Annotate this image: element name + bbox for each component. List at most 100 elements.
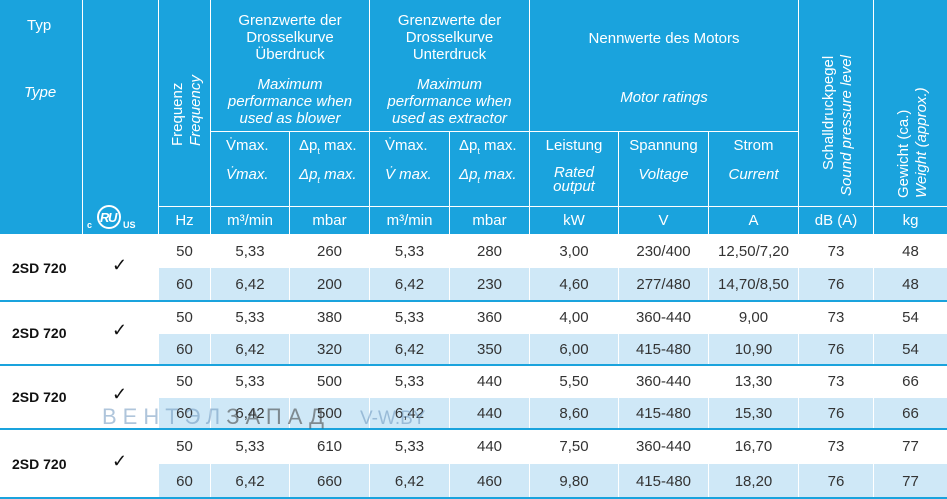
certified-check-icon: ✓ — [112, 320, 128, 340]
header-blower-sub: Maximum performance when used as blower — [227, 76, 353, 127]
cell-vmax-extractor: 6,42 — [370, 334, 449, 365]
vmax-en-label: V̇max. — [226, 166, 269, 183]
cell-vmax-blower: 5,33 — [211, 366, 289, 397]
header-weight-cell: Gewicht (ca.) Weight (approx.) — [874, 0, 947, 206]
header-gewicht-de: Gewicht (ca.) — [895, 109, 912, 198]
cell-dp-extractor: 460 — [450, 464, 529, 498]
header-sound-cell: Schalldruckpegel Sound pressure level — [799, 0, 873, 206]
type-label: 2SD 720 — [12, 455, 67, 472]
vmax-de-label: V̇max. — [226, 137, 269, 154]
cell-vmax-extractor: 6,42 — [370, 268, 449, 301]
spannung-label: Spannung — [629, 137, 698, 154]
vmax-en-label: V̇ max. — [385, 166, 432, 183]
cell-sound: 76 — [799, 464, 873, 498]
unit-m3min: m³/min — [211, 207, 289, 234]
cell-dp-blower: 660 — [290, 464, 369, 498]
certified-check-icon: ✓ — [112, 384, 128, 404]
type-label: 2SD 720 — [12, 259, 67, 276]
cell-dp-extractor: 280 — [450, 235, 529, 267]
cell-frequency: 50 — [159, 430, 210, 463]
watermark: ВЕНТЭЛЗАПАД V-W.BY — [102, 404, 426, 430]
cell-current: 12,50/7,20 — [709, 235, 798, 267]
cell-power: 6,00 — [530, 334, 618, 365]
header-strom: Strom Current — [709, 132, 798, 206]
cell-power: 5,50 — [530, 366, 618, 397]
header-schall-en: Sound pressure level — [838, 55, 855, 196]
header-leistung: Leistung Rated output — [530, 132, 618, 206]
cell-vmax-blower: 6,42 — [211, 334, 289, 365]
group-separator — [0, 428, 947, 430]
header-blower-group: Grenzwerte der Drosselkurve Überdruck Ma… — [211, 0, 369, 131]
cell-sound: 73 — [799, 430, 873, 463]
cell-voltage: 230/400 — [619, 235, 708, 267]
header-extractor-title: Grenzwerte der Drosselkurve Unterdruck — [397, 12, 502, 63]
cell-dp-extractor: 230 — [450, 268, 529, 301]
cell-dp-extractor: 360 — [450, 302, 529, 333]
unit-hz: Hz — [159, 207, 210, 234]
cell-dp-blower: 320 — [290, 334, 369, 365]
cell-voltage: 277/480 — [619, 268, 708, 301]
header-vmax-extractor: V̇max. V̇ max. — [370, 132, 449, 206]
leistung-label: Leistung — [545, 137, 603, 154]
cell-dp-extractor: 350 — [450, 334, 529, 365]
cell-frequency: 50 — [159, 235, 210, 267]
cell-weight: 77 — [874, 430, 947, 463]
cell-dp-blower: 260 — [290, 235, 369, 267]
certified-check-icon: ✓ — [112, 254, 128, 275]
cell-dp-extractor: 440 — [450, 430, 529, 463]
cell-weight: 54 — [874, 302, 947, 333]
cell-sound: 73 — [799, 235, 873, 267]
cell-current: 14,70/8,50 — [709, 268, 798, 301]
dp-en-label: Δpt max. — [299, 166, 357, 185]
watermark-part1: ВЕНТЭЛ — [102, 404, 227, 429]
group-separator — [0, 300, 947, 302]
group-separator — [0, 364, 947, 366]
cell-sound: 76 — [799, 268, 873, 301]
cell-voltage: 360-440 — [619, 430, 708, 463]
ul-certification-mark: c R U US — [83, 204, 158, 230]
cell-weight: 77 — [874, 464, 947, 498]
cell-power: 8,60 — [530, 398, 618, 429]
cell-current: 13,30 — [709, 366, 798, 397]
cell-vmax-extractor: 6,42 — [370, 398, 449, 429]
unit-dba: dB (A) — [799, 207, 873, 234]
type-label: 2SD 720 — [12, 389, 67, 405]
unit-mbar: mbar — [450, 207, 529, 234]
dp-de-label: Δpt max. — [459, 137, 517, 156]
cell-dp-blower: 200 — [290, 268, 369, 301]
cell-frequency: 60 — [159, 268, 210, 301]
voltage-label: Voltage — [638, 166, 689, 183]
cell-vmax-extractor: 6,42 — [370, 464, 449, 498]
cell-voltage: 415-480 — [619, 334, 708, 365]
svg-text:US: US — [123, 220, 136, 230]
cell-voltage: 415-480 — [619, 464, 708, 498]
cell-current: 9,00 — [709, 302, 798, 333]
cell-frequency: 60 — [159, 464, 210, 498]
header-gewicht-en: Weight (approx.) — [913, 87, 930, 198]
header-blower-title: Grenzwerte der Drosselkurve Überdruck — [238, 12, 342, 63]
dp-en-label: Δpt max. — [459, 166, 517, 185]
cell-vmax-extractor: 5,33 — [370, 302, 449, 333]
cell-frequency: 60 — [159, 334, 210, 365]
header-extractor-sub: Maximum performance when used as extract… — [387, 76, 512, 127]
unit-kg: kg — [874, 207, 947, 234]
unit-a: A — [709, 207, 798, 234]
cell-sound: 76 — [799, 334, 873, 365]
rated-output-label: Rated output — [553, 164, 595, 195]
cell-frequency: 60 — [159, 398, 210, 429]
cell-vmax-extractor: 5,33 — [370, 366, 449, 397]
dp-de-label: Δpt max. — [299, 137, 357, 156]
header-motor-group: Nennwerte des Motors Motor ratings — [530, 0, 798, 131]
cell-voltage: 360-440 — [619, 302, 708, 333]
cell-power: 3,00 — [530, 235, 618, 267]
cell-sound: 76 — [799, 398, 873, 429]
cell-current: 16,70 — [709, 430, 798, 463]
header-dp-extractor: Δpt max. Δpt max. — [450, 132, 529, 206]
cell-frequency: 50 — [159, 302, 210, 333]
unit-v: V — [619, 207, 708, 234]
header-type-cell: Typ Type — [0, 0, 82, 234]
cell-current: 18,20 — [709, 464, 798, 498]
header-typ: Typ — [27, 17, 52, 34]
unit-m3min: m³/min — [370, 207, 449, 234]
cell-power: 7,50 — [530, 430, 618, 463]
